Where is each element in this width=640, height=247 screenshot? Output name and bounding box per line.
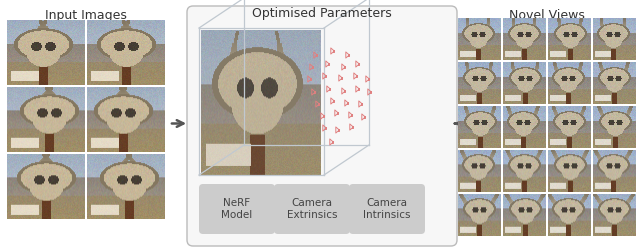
Text: Novel Views: Novel Views [509, 9, 585, 22]
FancyBboxPatch shape [274, 184, 350, 234]
Text: NeRF
Model: NeRF Model [221, 198, 253, 220]
Text: Camera
Extrinsics: Camera Extrinsics [287, 198, 337, 220]
Text: Input Images: Input Images [45, 9, 127, 22]
FancyBboxPatch shape [349, 184, 425, 234]
Text: Optimised Parameters: Optimised Parameters [252, 7, 392, 20]
FancyBboxPatch shape [187, 6, 457, 246]
FancyBboxPatch shape [199, 184, 275, 234]
Text: Camera
Intrinsics: Camera Intrinsics [364, 198, 411, 220]
